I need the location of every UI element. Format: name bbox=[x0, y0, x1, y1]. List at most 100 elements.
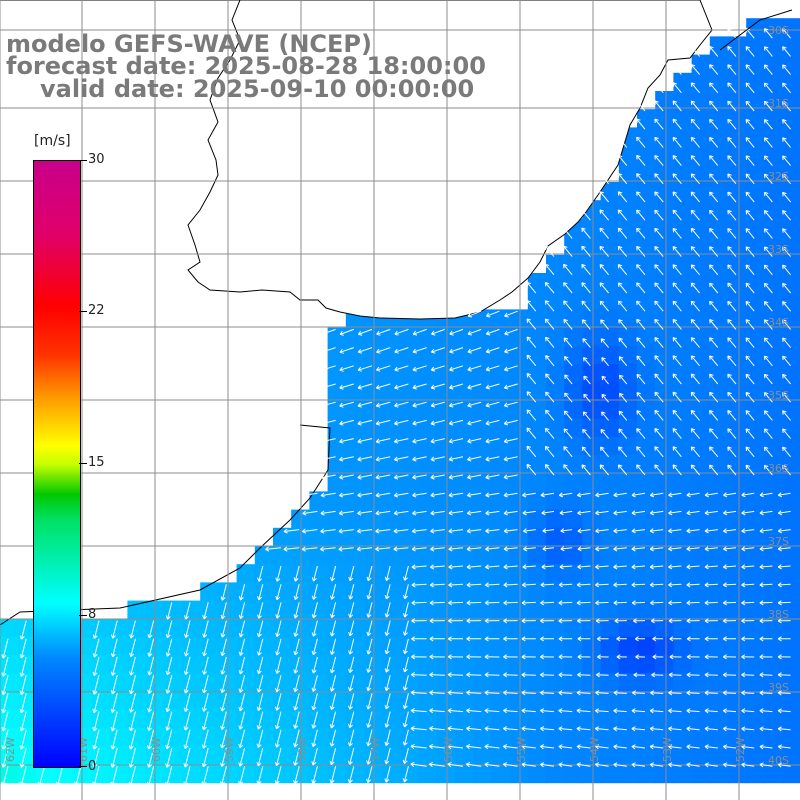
wind-arrow bbox=[722, 726, 737, 732]
wind-arrow bbox=[668, 726, 682, 732]
wind-arrow bbox=[526, 463, 537, 476]
wind-arrow bbox=[146, 747, 155, 768]
wind-arrow bbox=[581, 300, 591, 312]
wind-arrow bbox=[504, 328, 518, 336]
wind-arrow bbox=[745, 282, 755, 294]
wind-cell bbox=[673, 273, 693, 292]
wind-arrow bbox=[709, 319, 719, 330]
wind-arrow bbox=[1, 638, 9, 659]
wind-cell bbox=[600, 709, 620, 729]
wind-arrow bbox=[540, 762, 555, 768]
wind-arrow bbox=[448, 474, 464, 480]
wind-cell bbox=[364, 327, 383, 347]
wind-arrow bbox=[201, 729, 209, 749]
wind-arrow bbox=[727, 228, 737, 239]
wind-cell bbox=[764, 145, 784, 165]
wind-arrow bbox=[347, 711, 355, 729]
wind-cell bbox=[764, 709, 784, 729]
wind-cell bbox=[782, 273, 800, 292]
wind-arrow bbox=[503, 492, 518, 498]
wind-arrow bbox=[429, 743, 445, 750]
wind-arrow bbox=[599, 300, 609, 312]
wind-arrow bbox=[485, 492, 500, 498]
wind-cell bbox=[728, 236, 747, 256]
wind-arrow bbox=[601, 375, 609, 385]
wind-cell bbox=[418, 637, 438, 656]
wind-cell bbox=[509, 400, 529, 420]
wind-cell bbox=[163, 655, 183, 674]
wind-cell bbox=[655, 400, 674, 420]
wind-arrow bbox=[466, 492, 482, 498]
wind-arrow bbox=[412, 474, 427, 480]
wind-arrow bbox=[320, 419, 336, 426]
wind-arrow bbox=[92, 747, 100, 768]
wind-cell bbox=[746, 18, 765, 37]
wind-cell bbox=[600, 309, 620, 329]
wind-arrow bbox=[449, 328, 464, 336]
wind-arrow bbox=[619, 392, 628, 403]
wind-arrow bbox=[110, 747, 118, 768]
wind-cell bbox=[655, 291, 674, 310]
wind-arrow bbox=[540, 690, 555, 696]
wind-cell bbox=[709, 728, 729, 747]
wind-arrow bbox=[613, 726, 627, 732]
wind-arrow bbox=[165, 766, 173, 786]
wind-arrow bbox=[763, 355, 773, 367]
wind-arrow bbox=[649, 582, 664, 588]
wind-arrow bbox=[558, 672, 573, 678]
wind-cell bbox=[600, 746, 620, 765]
wind-arrow bbox=[283, 546, 300, 552]
wind-cell bbox=[637, 600, 656, 620]
wind-cell bbox=[691, 709, 711, 729]
wind-arrow bbox=[595, 492, 609, 498]
wind-cell bbox=[582, 364, 602, 383]
wind-arrow bbox=[618, 446, 628, 458]
wind-cell bbox=[91, 655, 110, 674]
wind-arrow bbox=[484, 762, 500, 768]
wind-cell bbox=[400, 637, 420, 656]
wind-cell bbox=[418, 764, 438, 784]
wind-arrow bbox=[558, 654, 573, 660]
wind-arrow bbox=[745, 118, 755, 130]
wind-arrow bbox=[704, 744, 718, 750]
wind-arrow bbox=[484, 690, 500, 696]
wind-arrow bbox=[329, 747, 337, 766]
wind-cell bbox=[764, 436, 784, 456]
wind-arrow bbox=[745, 82, 755, 94]
wind-cell bbox=[709, 491, 729, 511]
wind-cell bbox=[782, 491, 800, 511]
wind-arrow bbox=[617, 282, 628, 294]
wind-arrow bbox=[540, 492, 555, 498]
wind-cell bbox=[746, 564, 765, 583]
wind-arrow bbox=[256, 693, 264, 711]
wind-cell bbox=[582, 400, 602, 420]
wind-arrow bbox=[502, 744, 518, 750]
wind-arrow bbox=[503, 600, 518, 606]
wind-cell bbox=[673, 546, 693, 565]
wind-cell bbox=[582, 655, 602, 674]
wind-arrow bbox=[311, 638, 318, 656]
wind-arrow bbox=[596, 672, 609, 678]
wind-arrow bbox=[709, 373, 719, 385]
wind-cell bbox=[600, 527, 620, 547]
wind-cell bbox=[527, 691, 547, 711]
wind-arrow bbox=[595, 564, 609, 570]
wind-arrow bbox=[558, 708, 573, 714]
wind-arrow bbox=[238, 620, 246, 638]
wind-cell bbox=[782, 600, 800, 620]
wind-cell bbox=[309, 600, 329, 620]
wind-arrow bbox=[274, 729, 282, 748]
wind-cell bbox=[782, 546, 800, 565]
wind-cell bbox=[764, 527, 784, 547]
wind-arrow bbox=[526, 318, 537, 330]
wind-cell bbox=[709, 527, 729, 547]
wind-cell bbox=[728, 728, 747, 747]
wind-arrow bbox=[375, 456, 391, 462]
wind-cell bbox=[782, 473, 800, 492]
wind-cell bbox=[746, 236, 765, 256]
wind-arrow bbox=[649, 528, 664, 534]
wind-cell bbox=[527, 764, 547, 784]
wind-arrow bbox=[484, 654, 500, 660]
wind-arrow bbox=[467, 401, 482, 408]
wind-cell bbox=[163, 746, 183, 765]
